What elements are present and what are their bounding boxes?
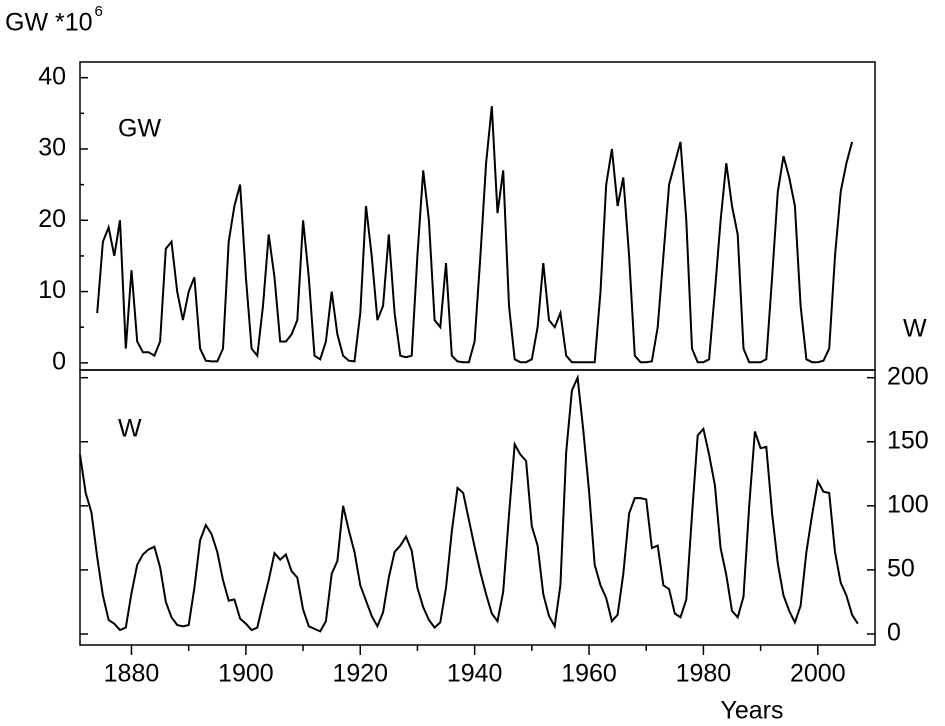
x-tick-label: 1900: [218, 660, 274, 688]
y-tick-label: 50: [887, 555, 915, 583]
top-frame: [79, 61, 876, 371]
y-axis-label-exponent: 6: [95, 3, 103, 20]
y-tick-label: 20: [38, 205, 66, 233]
panel-annotation: W: [118, 415, 142, 443]
y-tick-label: 30: [38, 134, 66, 162]
y-tick-label: 0: [887, 619, 901, 647]
y-tick-label: 100: [887, 490, 929, 518]
x-tick-label: 2000: [790, 660, 846, 688]
x-axis-label: Years: [720, 697, 783, 725]
x-tick-label: 1960: [561, 660, 617, 688]
x-tick-label: 1940: [447, 660, 503, 688]
x-tick-label: 1880: [104, 660, 160, 688]
y-tick-label: 0: [52, 347, 66, 375]
x-tick-label: 1920: [332, 660, 388, 688]
data-line: [96, 106, 854, 364]
y-tick-label: 200: [887, 362, 929, 390]
data-line: [79, 373, 859, 633]
y-tick-label: 150: [887, 426, 929, 454]
x-tick-label: 1980: [676, 660, 732, 688]
y2-axis-label: W: [903, 315, 927, 343]
y-axis-label: GW *10: [5, 9, 93, 37]
bottom-frame: [79, 369, 876, 646]
panel-annotation: GW: [118, 115, 161, 143]
y-tick-label: 40: [38, 62, 66, 90]
y-tick-label: 10: [38, 276, 66, 304]
